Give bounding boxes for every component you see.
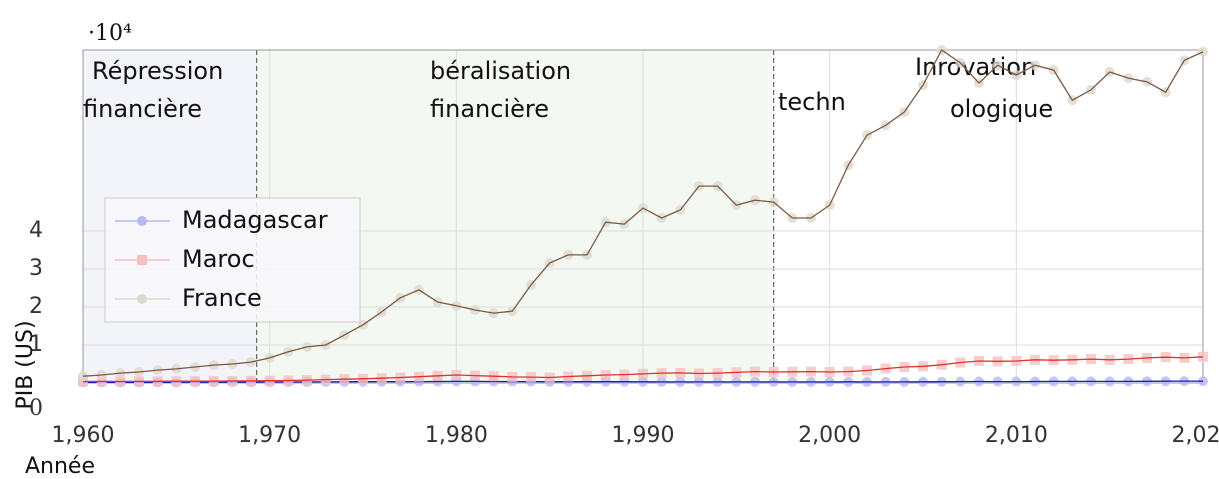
legend-marker	[137, 216, 147, 226]
x-tick-label: 2,000	[798, 423, 861, 448]
y-tick-label: 3	[29, 256, 43, 281]
annotation: financière	[430, 95, 549, 123]
y-tick-label: 1	[29, 332, 43, 357]
line	[82, 49, 1204, 377]
annotation: techn	[778, 88, 846, 116]
legend-label: Maroc	[182, 245, 255, 273]
line	[82, 356, 1204, 383]
region	[773, 50, 1203, 383]
legend-marker	[137, 294, 147, 304]
annotation: financière	[83, 95, 202, 123]
legend-marker	[137, 255, 147, 265]
x-tick-label: 1,960	[52, 423, 115, 448]
annotation: Répression	[92, 57, 223, 85]
x-tick-label: 1,970	[238, 423, 301, 448]
y-tick-label: 4	[29, 218, 43, 243]
legend-label: France	[182, 284, 262, 312]
multiplier: ·10⁴	[88, 21, 132, 46]
y-tick-label: 0	[29, 396, 43, 421]
x-tick-label: 1,980	[425, 423, 488, 448]
legend: Madagascar Maroc France	[104, 197, 361, 323]
x-axis-label: Année	[25, 454, 95, 479]
y-axis-label: PIB (US)	[13, 320, 38, 409]
x-tick-label: 1,990	[612, 423, 675, 448]
annotation: béralisation	[430, 57, 571, 85]
marker	[1198, 351, 1208, 362]
series	[78, 351, 1208, 387]
y-tick-label: 2	[29, 294, 43, 319]
x-tick-label: 2,020	[1172, 423, 1219, 448]
annotation: ologique	[950, 95, 1053, 123]
legend-label: Madagascar	[182, 206, 328, 234]
x-tick-label: 2,010	[985, 423, 1048, 448]
